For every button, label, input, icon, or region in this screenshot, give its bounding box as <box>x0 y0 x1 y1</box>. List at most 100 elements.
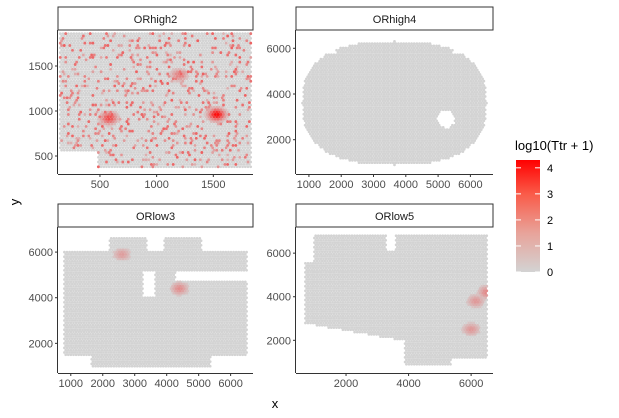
spot <box>222 98 225 102</box>
spot <box>380 132 383 136</box>
spot <box>368 130 371 134</box>
spot <box>67 32 70 35</box>
spot <box>226 82 229 85</box>
spot <box>90 129 93 133</box>
spot <box>347 126 350 129</box>
spot <box>242 144 246 147</box>
spot <box>194 136 198 140</box>
spot <box>331 134 335 138</box>
spot <box>186 151 190 154</box>
spot <box>207 96 210 100</box>
spot <box>320 121 324 125</box>
spot <box>179 158 183 162</box>
spot <box>242 63 246 66</box>
spot <box>105 132 108 135</box>
spot <box>208 151 212 154</box>
spot <box>110 89 114 93</box>
spot <box>155 134 159 138</box>
spot <box>167 74 171 78</box>
spot <box>169 105 172 109</box>
spot <box>114 77 118 81</box>
spot <box>228 67 232 71</box>
spot <box>215 101 219 105</box>
spot <box>231 163 235 166</box>
spot <box>167 84 171 88</box>
spot <box>199 34 202 38</box>
spot <box>248 91 251 95</box>
spot <box>205 122 209 126</box>
spot <box>141 67 145 71</box>
spot <box>448 154 452 158</box>
spot <box>144 139 148 143</box>
spot <box>125 67 129 71</box>
spot <box>154 79 157 83</box>
spot <box>175 70 179 74</box>
spot <box>415 139 419 142</box>
spot <box>383 126 387 129</box>
spot <box>170 141 174 145</box>
spot <box>179 153 183 157</box>
spot <box>100 115 104 119</box>
spot <box>162 103 166 107</box>
spot <box>352 152 356 156</box>
spot <box>159 160 163 164</box>
spot <box>378 148 382 151</box>
spot <box>131 72 134 76</box>
spot <box>62 63 66 66</box>
spot <box>125 139 129 142</box>
spot <box>414 154 417 158</box>
spot <box>131 77 134 81</box>
y-tick-label: 500 <box>35 151 53 163</box>
spot <box>209 115 213 119</box>
spot <box>230 160 234 164</box>
spot <box>436 134 440 138</box>
spot <box>179 91 183 95</box>
spot <box>364 141 367 145</box>
spot <box>124 136 127 140</box>
spot <box>207 63 210 66</box>
spot <box>433 152 437 156</box>
spot <box>151 108 155 112</box>
spot <box>387 128 391 131</box>
spot <box>163 63 167 66</box>
spot <box>98 144 102 147</box>
spot <box>121 160 125 164</box>
spot <box>200 122 204 126</box>
spot <box>133 72 137 76</box>
spot <box>140 70 144 74</box>
spot <box>196 153 200 157</box>
spot <box>239 115 243 119</box>
spot <box>360 130 363 134</box>
spot <box>141 44 145 47</box>
spot <box>454 121 458 125</box>
spot <box>150 48 153 52</box>
spot <box>231 72 235 76</box>
spot <box>137 117 141 121</box>
spot <box>115 79 119 83</box>
spot <box>238 98 242 102</box>
spot <box>165 98 168 102</box>
spot <box>207 105 211 109</box>
spot <box>147 34 151 38</box>
spot <box>148 155 152 159</box>
spot <box>62 86 66 90</box>
spot <box>165 79 168 83</box>
spot <box>173 136 176 140</box>
spot <box>238 136 242 140</box>
spot <box>167 122 171 126</box>
spot <box>245 77 249 81</box>
spot <box>239 163 243 166</box>
spot <box>83 146 87 150</box>
spot <box>163 53 167 57</box>
spot <box>110 94 114 97</box>
spot <box>242 139 246 142</box>
spot <box>124 89 128 93</box>
spot <box>222 70 225 74</box>
spot <box>428 148 432 151</box>
spot <box>175 37 179 40</box>
spot <box>181 136 185 140</box>
spot <box>158 105 162 109</box>
spot <box>306 128 310 131</box>
spot <box>177 125 180 128</box>
spot <box>116 46 119 50</box>
